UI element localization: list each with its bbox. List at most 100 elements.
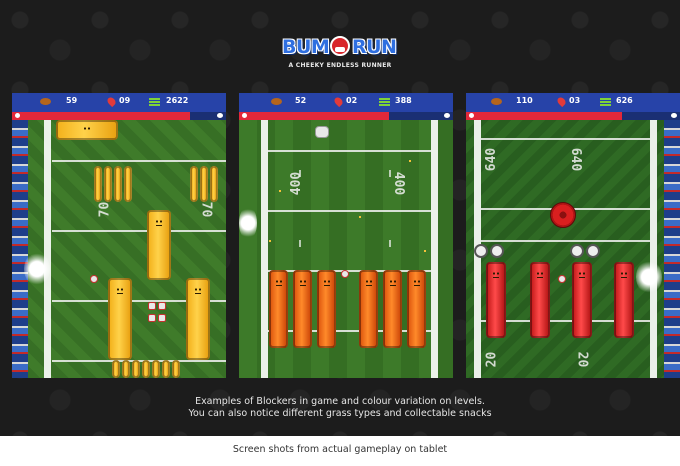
yard-line [481, 138, 650, 140]
timer-icon [570, 244, 584, 258]
field-number: 640 [484, 147, 500, 172]
logo-word-bum: BUM [282, 36, 330, 58]
snack-icon [148, 302, 156, 310]
football-count: 59 [66, 96, 78, 105]
caption-line-2: You can also notice different grass type… [188, 408, 492, 419]
sideline [44, 120, 51, 378]
timer-icon [586, 244, 600, 258]
timer-icon [490, 244, 504, 258]
yard-line [267, 150, 431, 152]
pin-count: 02 [346, 96, 358, 105]
bum-run-logo: BUM RUN A CHEEKY ENDLESS RUNNER [282, 36, 398, 76]
stack-icon [149, 98, 160, 106]
football-count: 110 [516, 96, 533, 105]
confetti [359, 216, 361, 218]
stadium-light [239, 206, 257, 240]
blocker [114, 166, 122, 202]
stadium-stands-left [12, 120, 28, 378]
hash-mark [299, 240, 301, 247]
football-count: 52 [295, 96, 307, 105]
football-field: 70 70 [12, 120, 226, 378]
footer-strip: Screen shots from actual gameplay on tab… [0, 436, 680, 466]
blocker [94, 166, 102, 202]
blocker [210, 166, 218, 202]
yard-line [267, 210, 431, 212]
confetti [279, 190, 281, 192]
pin-count: 09 [119, 96, 131, 105]
football-icon [491, 98, 502, 105]
heart-icon [469, 113, 474, 118]
blocker [200, 166, 208, 202]
blocker [572, 262, 592, 338]
yard-line [481, 240, 650, 242]
health-bar [239, 112, 453, 120]
gameplay-screenshot-2: 400 400 [239, 93, 453, 378]
blocker [186, 278, 210, 360]
blocker [56, 120, 118, 140]
hash-mark [299, 170, 301, 177]
player-character-icon [90, 275, 98, 283]
stadium-stands-right [664, 120, 680, 378]
heart-icon [15, 113, 20, 118]
sideline [431, 120, 438, 378]
pin-count: 03 [569, 96, 581, 105]
gameplay-screenshot-3: 640 640 20 20 110 03 [466, 93, 680, 378]
blocker [269, 270, 288, 348]
timer-icon [474, 244, 488, 258]
snack-icon [158, 302, 166, 310]
confetti [409, 160, 411, 162]
blocker [407, 270, 426, 348]
player-character-icon [315, 126, 329, 138]
location-pin-icon [332, 95, 345, 108]
field-number: 70 [198, 201, 214, 218]
blocker [162, 360, 170, 378]
blocker [317, 270, 336, 348]
dark-background: BUM RUN A CHEEKY ENDLESS RUNNER 70 70 [0, 0, 680, 436]
eye-icon [444, 113, 450, 118]
blocker [172, 360, 180, 378]
footer-text: Screen shots from actual gameplay on tab… [232, 444, 448, 455]
stadium-light [24, 252, 50, 286]
rolling-blocker [550, 202, 576, 228]
football-field: 640 640 20 20 [466, 120, 680, 378]
blocker [293, 270, 312, 348]
confetti [424, 250, 426, 252]
eye-icon [217, 113, 223, 118]
logo-tagline: A CHEEKY ENDLESS RUNNER [288, 62, 392, 69]
blocker [383, 270, 402, 348]
yard-line [267, 270, 431, 272]
health-bar [12, 112, 226, 120]
health-bar [466, 112, 680, 120]
game-hud: 110 03 626 [466, 93, 680, 112]
blocker [142, 360, 150, 378]
blocker [530, 262, 550, 338]
blocker [486, 262, 506, 338]
snack-icon [341, 270, 349, 278]
field-number: 400 [391, 171, 407, 196]
blocker [124, 166, 132, 202]
blocker [147, 210, 171, 280]
blocker [122, 360, 130, 378]
yard-line [52, 230, 226, 232]
player-character-icon [558, 275, 566, 283]
blocker [108, 278, 132, 360]
snack-icon [148, 314, 156, 322]
game-hud: 52 02 388 [239, 93, 453, 112]
sideline [261, 120, 268, 378]
football-icon [271, 98, 282, 105]
score: 2622 [166, 96, 189, 105]
location-pin-icon [105, 95, 118, 108]
blocker [190, 166, 198, 202]
score: 626 [616, 96, 633, 105]
blocker [112, 360, 120, 378]
health-bar-fill [12, 112, 190, 120]
field-number: 70 [97, 201, 113, 218]
blocker [614, 262, 634, 338]
blocker [359, 270, 378, 348]
hash-mark [389, 170, 391, 177]
blocker [152, 360, 160, 378]
confetti [269, 240, 271, 242]
stadium-light [636, 260, 662, 294]
yard-line [52, 300, 226, 302]
